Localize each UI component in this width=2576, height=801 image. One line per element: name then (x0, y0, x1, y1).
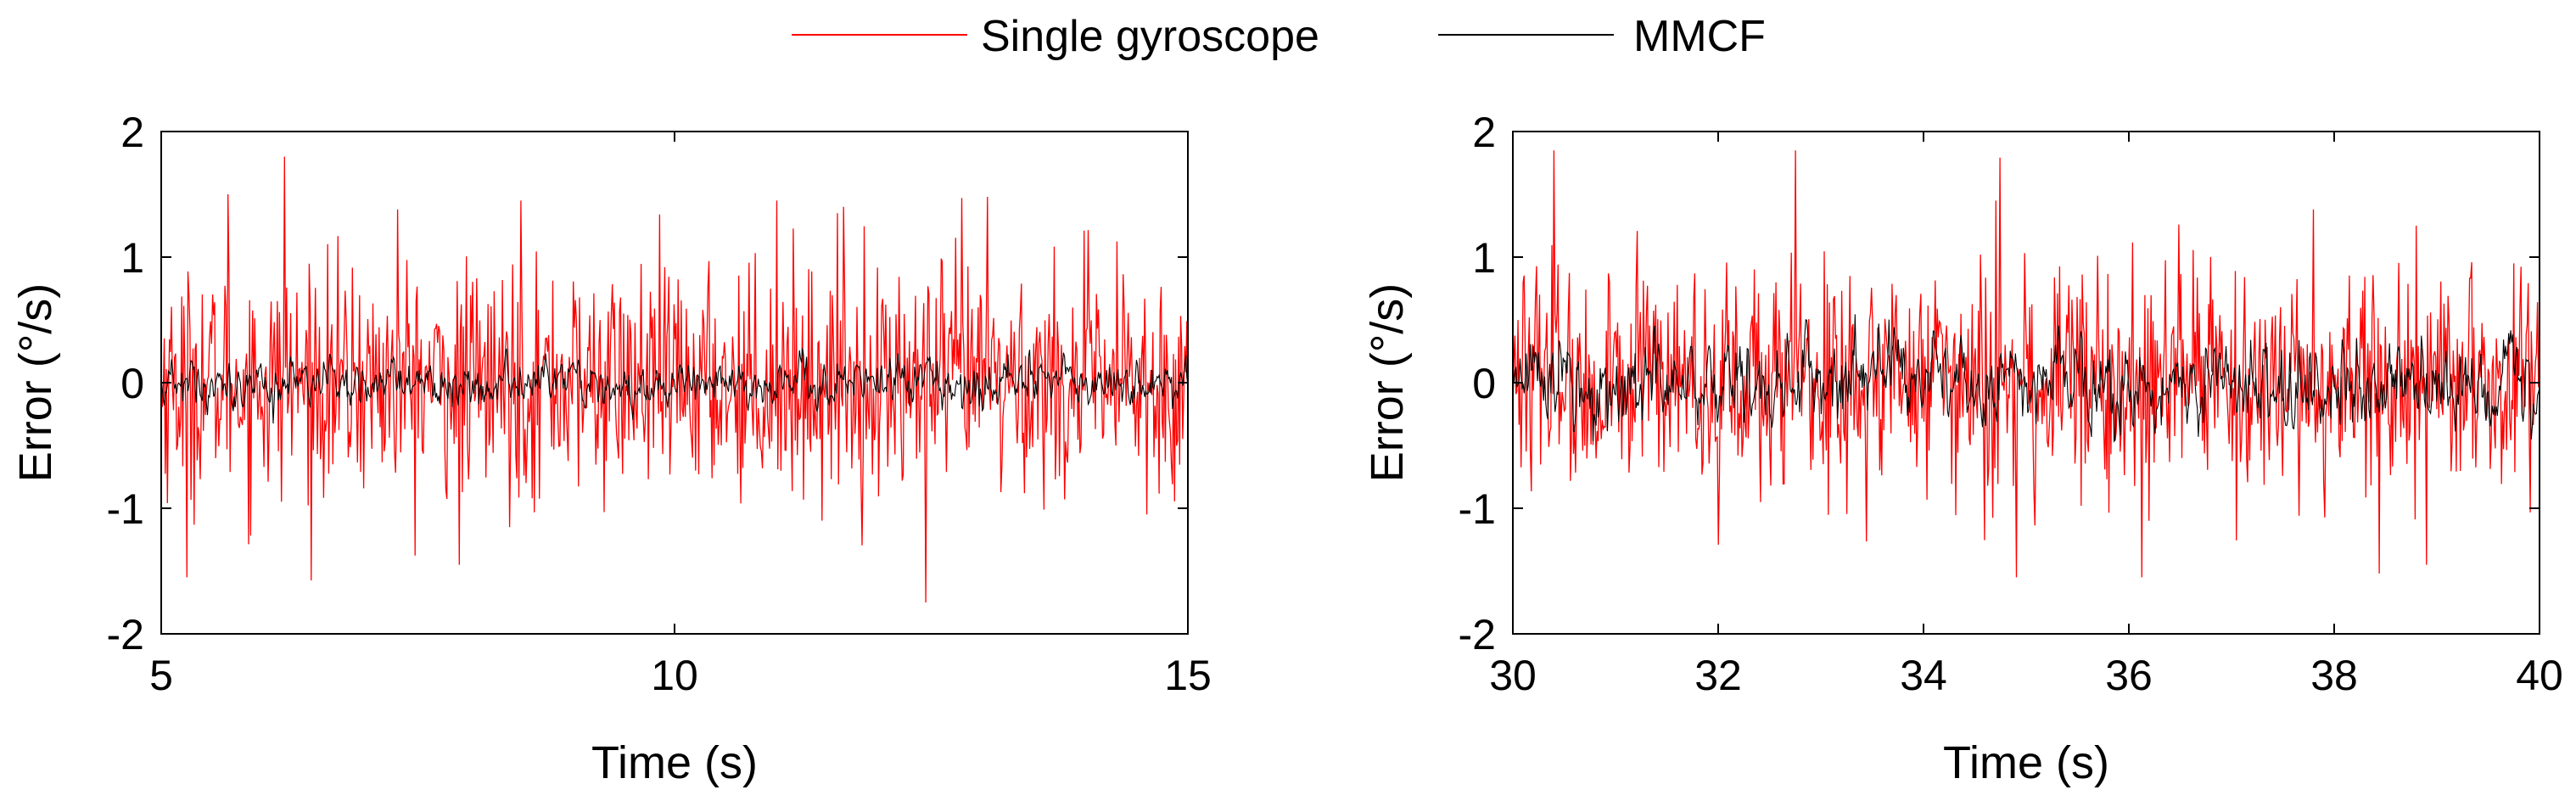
legend: Single gyroscope MMCF (792, 12, 1766, 61)
x-tick-label: 5 (149, 652, 173, 699)
y-tick-label: 0 (1472, 360, 1496, 407)
y-tick-label: 1 (120, 234, 144, 282)
left-y-axis-label: Error (°/s) (10, 283, 61, 483)
x-tick-label: 32 (1694, 652, 1742, 699)
x-tick-label: 30 (1489, 652, 1537, 699)
right-x-axis-label: Time (s) (1943, 737, 2109, 788)
right-axis-ticks: 30 32 34 36 38 40 -2 -1 0 1 2 (1459, 109, 2563, 699)
x-tick-label: 15 (1164, 652, 1212, 699)
x-tick-label: 38 (2310, 652, 2358, 699)
x-tick-label: 40 (2516, 652, 2563, 699)
y-tick-label: -2 (107, 611, 144, 658)
right-panel: 30 32 34 36 38 40 -2 -1 0 1 2 Time (s) Error (°/s) (1362, 109, 2563, 788)
right-y-axis-label: Error (°/s) (1362, 283, 1413, 483)
legend-label-single-gyroscope: Single gyroscope (981, 12, 1319, 61)
y-tick-label: 2 (120, 109, 144, 156)
y-tick-label: -1 (1459, 485, 1496, 533)
legend-label-mmcf: MMCF (1633, 12, 1766, 61)
left-plot-series (160, 156, 1189, 603)
y-tick-label: 1 (1472, 234, 1496, 282)
left-axis-ticks: 5 10 15 -2 -1 0 1 2 (107, 109, 1212, 699)
series-single-gyroscope (160, 156, 1189, 603)
left-panel: 5 10 15 -2 -1 0 1 2 Time (s) Error (°/s) (10, 109, 1212, 788)
right-plot-series (1512, 150, 2540, 578)
x-tick-label: 36 (2105, 652, 2153, 699)
x-tick-label: 34 (1900, 652, 1947, 699)
series-single-gyroscope (1512, 150, 2540, 578)
y-tick-label: 2 (1472, 109, 1496, 156)
series-mmcf (160, 348, 1189, 424)
y-tick-label: -1 (107, 485, 144, 533)
series-mmcf (1512, 314, 2540, 443)
y-tick-label: 0 (120, 360, 144, 407)
y-tick-label: -2 (1459, 611, 1496, 658)
x-tick-label: 10 (651, 652, 698, 699)
left-x-axis-label: Time (s) (591, 737, 758, 788)
